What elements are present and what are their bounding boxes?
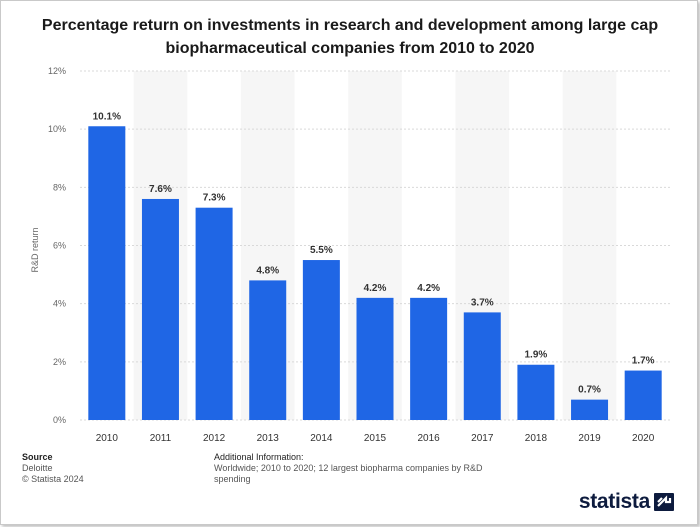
y-tick-label: 6%: [53, 241, 66, 251]
data-label: 5.5%: [310, 245, 333, 256]
bars: [88, 126, 662, 420]
y-tick-label: 8%: [53, 182, 66, 192]
x-tick-label: 2011: [150, 433, 172, 444]
x-tick-label: 2012: [203, 433, 226, 444]
y-tick-label: 4%: [53, 299, 66, 309]
data-label: 10.1%: [93, 111, 121, 122]
chart-title: Percentage return on investments in rese…: [41, 17, 659, 57]
y-tick-label: 10%: [48, 124, 66, 134]
x-tick-label: 2013: [257, 433, 280, 444]
x-tick-labels: 2010 2011 2012 2013 2014 2015 2016 2017 2018 2019…: [96, 433, 655, 444]
y-tick-label: 2%: [53, 357, 66, 367]
x-tick-label: 2010: [96, 433, 119, 444]
data-label: 7.6%: [149, 184, 172, 195]
bar: [624, 370, 662, 420]
copyright: © Statista 2024: [22, 474, 84, 484]
x-tick-label: 2014: [310, 433, 333, 444]
bar: [571, 399, 609, 420]
bar: [302, 260, 340, 420]
source-name[interactable]: Deloitte: [22, 463, 53, 473]
brand-name: statista: [578, 490, 650, 513]
data-label: 0.7%: [578, 385, 601, 396]
bar: [356, 297, 394, 420]
x-tick-label: 2018: [525, 433, 548, 444]
x-tick-label: 2017: [471, 433, 494, 444]
statista-logo[interactable]: statista: [579, 490, 674, 514]
data-label: 7.3%: [203, 193, 226, 204]
data-label: 3.7%: [471, 297, 494, 308]
info-heading: Additional Information:: [214, 452, 304, 462]
bar: [249, 280, 287, 420]
source-heading: Source: [22, 452, 53, 462]
y-tick-label: 0%: [53, 415, 66, 425]
data-labels: 10.1% 7.6% 7.3% 4.8% 5.5% 4.2% 4.2% 3.7% 1.9% 0.7…: [93, 111, 655, 395]
bar: [517, 364, 555, 420]
data-label: 1.9%: [525, 350, 548, 361]
bar: [463, 312, 501, 420]
bar: [410, 297, 448, 420]
statista-logo-icon: [654, 493, 674, 511]
data-label: 4.8%: [256, 265, 279, 276]
data-label: 4.2%: [364, 283, 387, 294]
source-block: Source Deloitte © Statista 2024: [22, 452, 84, 485]
bar: [195, 207, 233, 420]
data-label: 4.2%: [417, 283, 440, 294]
y-tick-label: 12%: [48, 66, 66, 76]
data-label: 1.7%: [632, 356, 655, 367]
y-axis-label: R&D return: [30, 227, 40, 272]
bar: [141, 198, 179, 420]
y-tick-labels: 0% 2% 4% 6% 8% 10% 12%: [48, 66, 66, 425]
x-tick-label: 2020: [632, 433, 655, 444]
info-text: Worldwide; 2010 to 2020; 12 largest biop…: [214, 463, 483, 484]
x-tick-label: 2019: [578, 433, 601, 444]
x-tick-label: 2015: [364, 433, 387, 444]
additional-info: Additional Information: Worldwide; 2010 …: [214, 452, 494, 485]
bar: [88, 126, 126, 420]
x-tick-label: 2016: [418, 433, 441, 444]
